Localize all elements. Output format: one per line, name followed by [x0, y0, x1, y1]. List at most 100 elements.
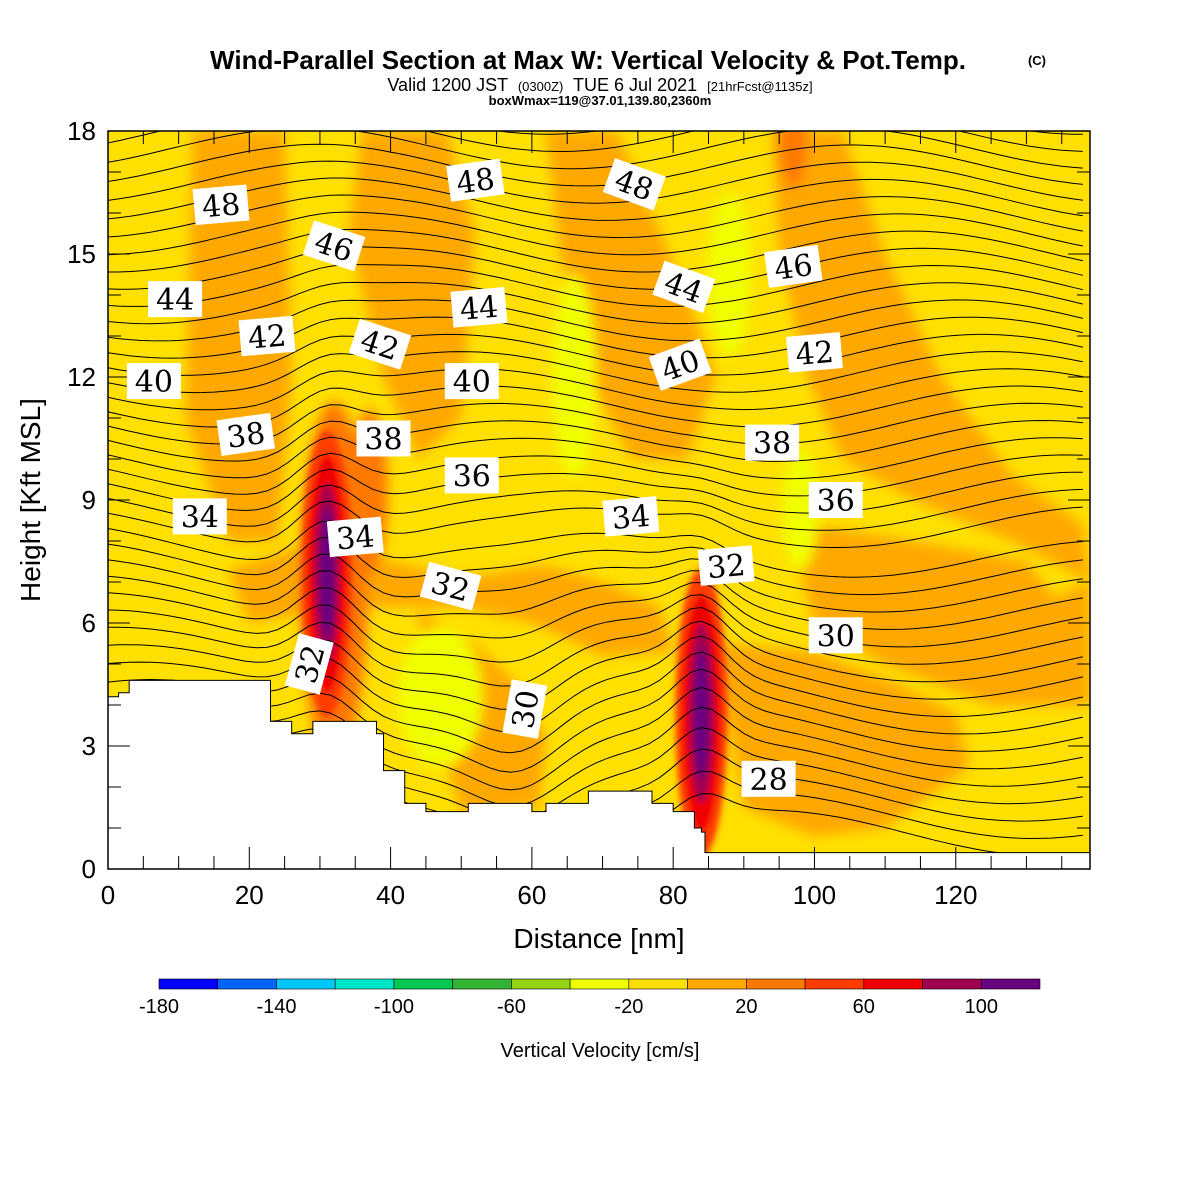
contour-label: 42	[238, 315, 296, 357]
isentrope-line	[108, 333, 1084, 376]
colorbar-tick-label: 60	[853, 996, 875, 1018]
contour-label-box	[502, 679, 548, 739]
upward-motion-band	[348, 131, 476, 459]
colorbar-tick-label: -180	[139, 996, 179, 1018]
valid-date: TUE 6 Jul 2021	[573, 75, 697, 95]
isentrope-line	[108, 581, 1083, 648]
colorbar-bin	[276, 978, 336, 990]
contour-label: 34	[172, 498, 227, 535]
isentrope-line	[108, 228, 1084, 273]
y-tick-label: 6	[82, 608, 96, 638]
colorbar-bin	[687, 978, 747, 990]
upward-motion-band	[772, 131, 1090, 582]
contour-label-box	[602, 158, 666, 211]
contour-label: 40	[126, 363, 181, 400]
contour-label-text: 30	[506, 688, 547, 732]
contour-label-text: 40	[453, 365, 491, 400]
colorbar-tick-label: -140	[256, 996, 296, 1018]
contour-label: 42	[786, 332, 843, 373]
colorbar-bin	[628, 978, 688, 990]
isentrope-line	[108, 246, 1084, 290]
colorbar-tick-label: 100	[965, 996, 998, 1018]
isentrope-line	[108, 484, 1083, 531]
contour-label-text: 48	[201, 187, 242, 225]
contour-label-box	[745, 424, 800, 461]
colorbar	[158, 978, 1041, 990]
contour-label-text: 38	[225, 416, 268, 456]
contour-label-box	[808, 617, 863, 654]
subsidence-region	[708, 192, 751, 357]
subsidence-region	[782, 446, 818, 570]
terrain-mask	[108, 679, 1090, 869]
x-axis-tick-labels: 0 20 40 60 80 100 120	[101, 880, 978, 910]
isentrope-line	[108, 553, 1083, 613]
colorbar-tick-label: -100	[374, 996, 414, 1018]
contour-label-box	[808, 482, 863, 518]
y-tick-label: 15	[67, 239, 96, 269]
x-tick-label: 60	[517, 880, 546, 910]
colorbar-bin	[922, 978, 982, 990]
y-tick-label: 18	[67, 116, 96, 146]
contour-label-box	[302, 220, 366, 272]
copyright-mark: (C)	[1028, 53, 1046, 68]
colorbar-tick-label: -20	[614, 996, 643, 1018]
y-tick-label: 12	[67, 362, 96, 392]
isentrope-line	[108, 281, 1084, 325]
contour-label-box	[444, 457, 499, 494]
boxwmax-line: boxWmax=119@37.01,139.80,2360m	[489, 93, 712, 108]
colorbar-tick-label: 20	[735, 996, 757, 1018]
colorbar-bin	[863, 978, 923, 990]
contour-label: 40	[444, 363, 499, 400]
contour-label: 46	[764, 244, 823, 288]
contour-label-text: 44	[458, 290, 499, 328]
contour-label-box	[148, 281, 203, 318]
valid-prefix: Valid 1200 JST	[387, 75, 508, 95]
colorbar-bin	[511, 978, 571, 990]
x-tick-label: 100	[793, 880, 836, 910]
isentrope-line	[108, 570, 1083, 630]
contour-label-box	[356, 420, 411, 457]
contour-label: 30	[808, 617, 863, 654]
contour-label-text: 28	[750, 763, 788, 798]
isentrope-line	[108, 211, 1083, 256]
contour-label-box	[741, 760, 796, 797]
colorbar-tick-labels: -180 -140 -100 -60 -20 20 60 100	[139, 996, 998, 1018]
contour-label-box	[216, 412, 276, 456]
x-tick-label: 80	[659, 880, 688, 910]
isentrope-line	[108, 160, 1083, 204]
isentrope-line	[108, 419, 1083, 462]
contour-label-text: 34	[181, 500, 219, 535]
colorbar-bin	[393, 978, 453, 990]
isentrope-line	[108, 143, 1083, 187]
isentrope-line	[108, 452, 1083, 497]
x-tick-label: 40	[376, 880, 405, 910]
contour-label-text: 36	[817, 484, 855, 519]
contour-label: 34	[326, 516, 384, 558]
contour-label: 34	[602, 496, 660, 537]
isentrope-line	[108, 500, 1083, 548]
colorbar-tick-label: -60	[497, 996, 526, 1018]
contour-label-text: 34	[335, 519, 376, 557]
contour-label-box	[326, 516, 384, 558]
x-tick-label: 20	[235, 880, 264, 910]
y-axis-tick-labels: 0 3 6 9 12 15 18	[67, 116, 96, 884]
subsidence-region	[397, 627, 483, 767]
valid-time-line: Valid 1200 JST (0300Z) TUE 6 Jul 2021 [2…	[387, 75, 812, 95]
x-axis-label: Distance [nm]	[513, 923, 684, 954]
contour-label: 44	[450, 287, 508, 328]
y-axis-ticks	[108, 130, 1090, 870]
contour-label: 30	[502, 679, 548, 739]
valid-utc: (0300Z)	[518, 79, 564, 94]
contour-label-box	[126, 363, 181, 400]
contour-label: 38	[745, 424, 800, 462]
y-tick-label: 9	[82, 485, 96, 515]
colorbar-bin	[217, 978, 277, 990]
isentrope-line	[108, 368, 1083, 411]
isentrope-line	[108, 536, 1083, 596]
contour-label: 44	[148, 281, 203, 318]
x-tick-label: 0	[101, 880, 115, 910]
y-tick-label: 0	[82, 854, 96, 884]
contour-label: 38	[216, 412, 276, 456]
contour-label: 28	[741, 760, 796, 798]
